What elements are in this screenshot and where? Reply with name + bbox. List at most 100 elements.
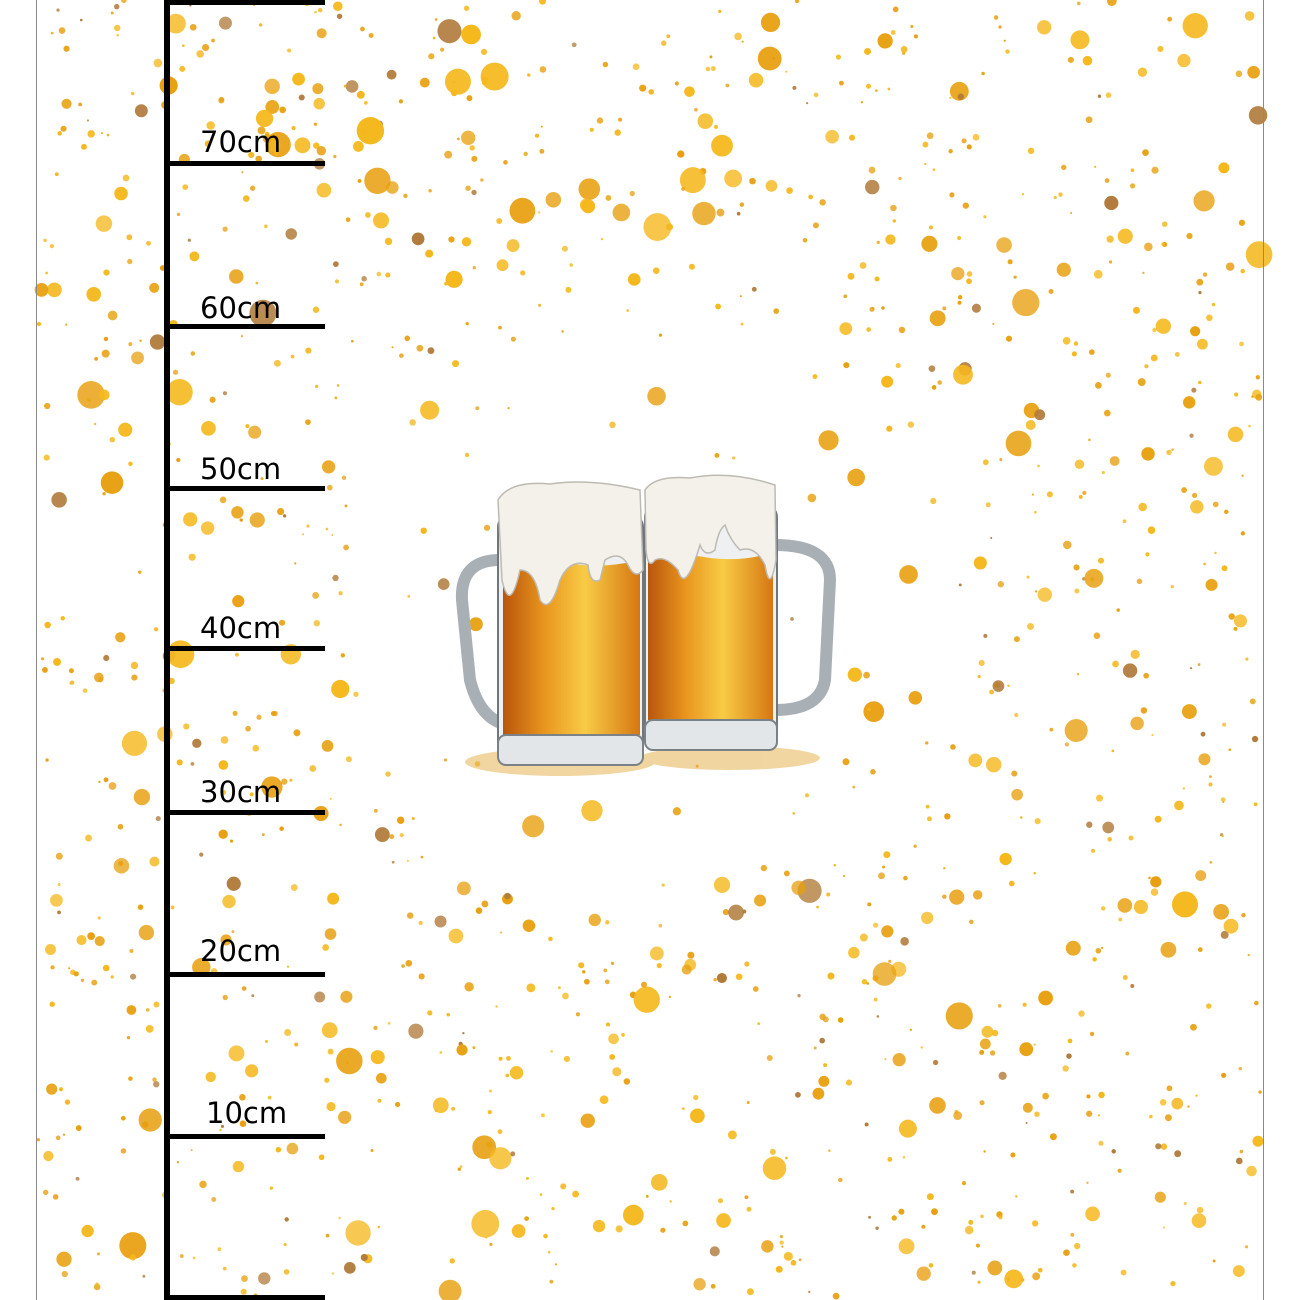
paint-drop [350, 339, 354, 343]
paint-drop [241, 171, 244, 174]
paint-drop [1174, 352, 1180, 357]
paint-drop [1183, 396, 1196, 409]
paint-drop [899, 565, 918, 584]
paint-drop [222, 391, 227, 396]
paint-drop [119, 1232, 147, 1260]
ruler-tick-20 [167, 972, 325, 977]
paint-drop [51, 492, 67, 508]
paint-drop [872, 962, 897, 986]
paint-drop [913, 34, 919, 39]
paint-drop [1232, 1265, 1245, 1278]
paint-drop [153, 1001, 160, 1008]
paint-drop [1025, 1121, 1028, 1124]
paint-drop [869, 306, 875, 312]
paint-drop [120, 1148, 127, 1154]
paint-drop [1197, 663, 1201, 666]
paint-drop [1070, 211, 1073, 215]
paint-drop [229, 839, 234, 843]
paint-drop [881, 925, 894, 938]
paint-drop [1128, 835, 1134, 841]
paint-drop [356, 90, 365, 99]
paint-drop [471, 189, 477, 195]
paint-drop [339, 823, 342, 827]
paint-drop [1196, 278, 1204, 286]
paint-drop [580, 1113, 595, 1128]
paint-drop [968, 753, 983, 768]
paint-drop [1189, 667, 1193, 670]
paint-drop [813, 1046, 817, 1050]
paint-drop [833, 863, 837, 867]
paint-drop [332, 261, 339, 267]
paint-drop [68, 967, 71, 970]
paint-drop [391, 860, 395, 864]
paint-drop [316, 182, 332, 198]
paint-drop [432, 1097, 449, 1114]
paint-drop [129, 1254, 136, 1261]
paint-drop [459, 1165, 463, 1169]
paint-drop [120, 1115, 126, 1121]
paint-drop [440, 47, 445, 52]
paint-drop [779, 1240, 784, 1245]
paint-drop [520, 270, 526, 276]
paint-drop [360, 26, 365, 32]
paint-drop [427, 347, 435, 355]
paint-drop [875, 89, 878, 92]
paint-drop [848, 134, 856, 141]
paint-drop [1098, 1140, 1104, 1146]
paint-drop [85, 834, 92, 842]
paint-drop [409, 419, 416, 426]
paint-drop [279, 619, 286, 626]
paint-drop [220, 1124, 225, 1128]
paint-drop [609, 1054, 616, 1060]
paint-drop [1214, 551, 1217, 555]
paint-drop [744, 961, 750, 967]
paint-drop [1076, 1, 1081, 6]
paint-drop [373, 808, 378, 813]
paint-drop [892, 219, 897, 223]
paint-drop [68, 668, 74, 674]
paint-drop [839, 80, 844, 86]
ruler-tick-50 [167, 486, 325, 491]
paint-drop [121, 0, 127, 4]
paint-drop [255, 281, 259, 285]
paint-drop [827, 972, 835, 980]
paint-drop [715, 303, 721, 310]
paint-drop [510, 336, 516, 342]
paint-drop [118, 861, 124, 867]
paint-drop [239, 1120, 247, 1127]
paint-drop [766, 1055, 773, 1061]
paint-drop [130, 661, 139, 670]
paint-drop [271, 89, 276, 93]
paint-drop [522, 919, 536, 932]
paint-drop [1053, 195, 1057, 200]
paint-drop [647, 386, 666, 406]
paint-drop [867, 707, 871, 712]
paint-drop [588, 913, 601, 927]
paint-drop [1193, 190, 1215, 212]
paint-drop [1164, 1114, 1172, 1122]
paint-drop [50, 894, 63, 907]
paint-drop [863, 701, 885, 722]
paint-drop [1228, 748, 1232, 752]
paint-drop [973, 556, 987, 570]
paint-drop [257, 126, 266, 135]
paint-drop [96, 1252, 100, 1256]
paint-drop [464, 452, 470, 458]
paint-drop [461, 24, 481, 45]
paint-drop [859, 262, 867, 269]
paint-drop [1162, 1226, 1165, 1229]
paint-drop [114, 186, 128, 201]
paint-drop [581, 800, 603, 822]
paint-drop [538, 303, 542, 307]
paint-drop [102, 492, 106, 496]
paint-drop [650, 1174, 668, 1191]
paint-drop [183, 723, 190, 730]
paint-drop [1089, 1031, 1095, 1037]
paint-drop [754, 894, 767, 907]
paint-drop [866, 982, 869, 985]
paint-drop [602, 61, 609, 68]
paint-drop [629, 190, 635, 197]
paint-drop [444, 150, 453, 159]
paint-drop [716, 972, 727, 984]
paint-drop [900, 45, 908, 53]
